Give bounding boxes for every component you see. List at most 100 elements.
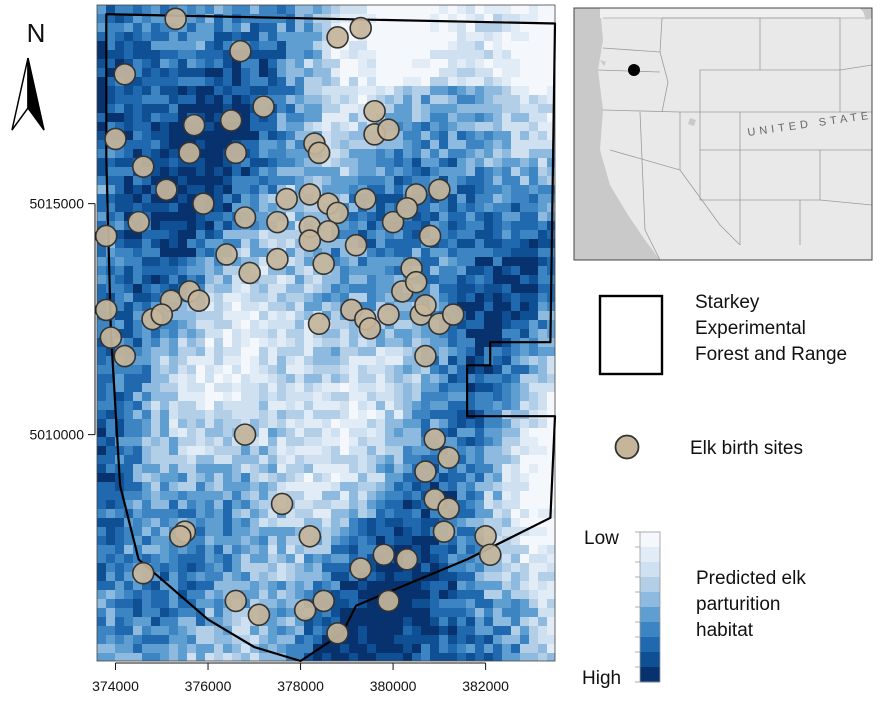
x-tick-label: 382000 [462, 678, 509, 694]
inset-map: UNITED STATES [573, 7, 873, 261]
birth-sites-layer [94, 7, 502, 645]
birth-site-marker [224, 141, 248, 165]
scale-swatch [640, 637, 660, 653]
birth-site-marker [349, 557, 372, 580]
scale-swatch [640, 592, 660, 608]
birth-site-marker [377, 118, 400, 142]
location-marker-icon [628, 64, 640, 76]
scale-low-label: Low [584, 528, 619, 549]
birth-site-marker [428, 178, 451, 202]
ocean-shape [574, 8, 660, 260]
birth-site-marker [229, 39, 252, 63]
birth-site-marker [317, 220, 340, 243]
birth-site-marker [178, 141, 201, 165]
scale-high-label: High [582, 668, 622, 689]
north-letter: N [27, 18, 46, 48]
legend-habitat-line-3: habitat [696, 620, 754, 641]
legend-boundary-line-2: Experimental [695, 318, 806, 339]
birth-site-marker [113, 62, 137, 86]
birth-site-marker [266, 210, 289, 234]
birth-site-marker [155, 178, 178, 202]
birth-site-marker [233, 423, 257, 446]
birth-site-marker [437, 497, 460, 520]
birth-site-marker [94, 224, 118, 248]
north-arrow-right-icon [27, 57, 45, 131]
y-tick-label: 5015000 [29, 196, 84, 212]
birth-site-marker [441, 303, 465, 326]
birth-site-marker [238, 261, 261, 285]
birth-site-marker [182, 113, 206, 137]
birth-site-marker [312, 589, 335, 613]
birth-site-marker [307, 312, 331, 336]
x-tick-label: 378000 [277, 678, 324, 694]
birth-site-marker [298, 183, 322, 206]
north-arrow: N [11, 18, 46, 131]
birth-site-marker [113, 344, 137, 368]
state-borders [597, 17, 872, 260]
legend-habitat-label: Predicted elk parturition habitat [696, 566, 806, 644]
habitat-color-scale [635, 531, 661, 683]
birth-site-marker [404, 270, 428, 294]
birth-site-marker [131, 561, 155, 585]
legend-sites-label: Elk birth sites [690, 438, 803, 459]
birth-site-marker [247, 603, 271, 627]
birth-site-marker [349, 16, 372, 40]
scale-swatch [640, 532, 660, 548]
birth-site-marker [414, 293, 437, 317]
study-area-boundary [105, 13, 557, 663]
birth-site-marker [104, 127, 127, 151]
birth-site-marker [344, 233, 368, 257]
legend-habitat-line-2: parturition [696, 594, 781, 615]
x-axis: 374000 376000 378000 380000 382000 [92, 662, 509, 694]
birth-site-marker [358, 317, 382, 340]
north-arrow-left-icon [11, 57, 29, 131]
birth-site-marker [354, 187, 377, 211]
x-tick-label: 374000 [92, 678, 139, 694]
birth-site-marker [233, 206, 257, 229]
birth-site-marker [293, 598, 317, 622]
birth-site-marker [298, 524, 322, 548]
x-tick-label: 376000 [185, 678, 232, 694]
birth-site-marker [270, 492, 294, 516]
legend-boundary-label: Starkey Experimental Forest and Range [695, 290, 847, 368]
birth-site-marker [414, 344, 437, 368]
birth-site-marker [307, 141, 331, 165]
scale-swatch [640, 562, 660, 578]
birth-site-marker [326, 201, 349, 225]
birth-site-marker [377, 589, 400, 613]
y-tick-label: 5010000 [29, 427, 84, 443]
legend-boundary-line-3: Forest and Range [695, 344, 848, 365]
birth-site-marker [414, 460, 437, 483]
habitat-raster [97, 5, 555, 661]
birth-site-marker [168, 524, 192, 548]
birth-site-marker [432, 520, 456, 543]
birth-site-marker [418, 224, 442, 248]
birth-site-marker [192, 192, 215, 215]
scale-swatch [640, 607, 660, 623]
birth-site-marker [377, 303, 400, 326]
scale-swatch [640, 577, 660, 593]
birth-site-marker [94, 298, 118, 322]
birth-site-marker [395, 548, 419, 571]
legend-boundary-line-1: Starkey [695, 292, 760, 313]
birth-site-marker [474, 524, 497, 548]
birth-site-marker [215, 243, 238, 266]
birth-site-marker [326, 26, 349, 49]
birth-site-marker [219, 109, 243, 132]
legend-habitat-line-1: Predicted elk [696, 568, 806, 589]
birth-site-marker [298, 229, 322, 252]
birth-site-marker [363, 99, 386, 123]
birth-site-marker [478, 543, 502, 567]
birth-site-marker [99, 326, 123, 349]
birth-site-marker [372, 543, 396, 567]
scale-swatch [640, 622, 660, 638]
birth-site-marker [127, 210, 150, 234]
birth-site-marker [131, 155, 155, 178]
y-axis: 5015000 5010000 [29, 196, 96, 443]
x-tick-label: 380000 [370, 678, 417, 694]
birth-site-marker [252, 95, 275, 118]
birth-site-marker [312, 252, 335, 276]
scale-swatch [640, 667, 660, 683]
legend-boundary-symbol [598, 294, 664, 376]
